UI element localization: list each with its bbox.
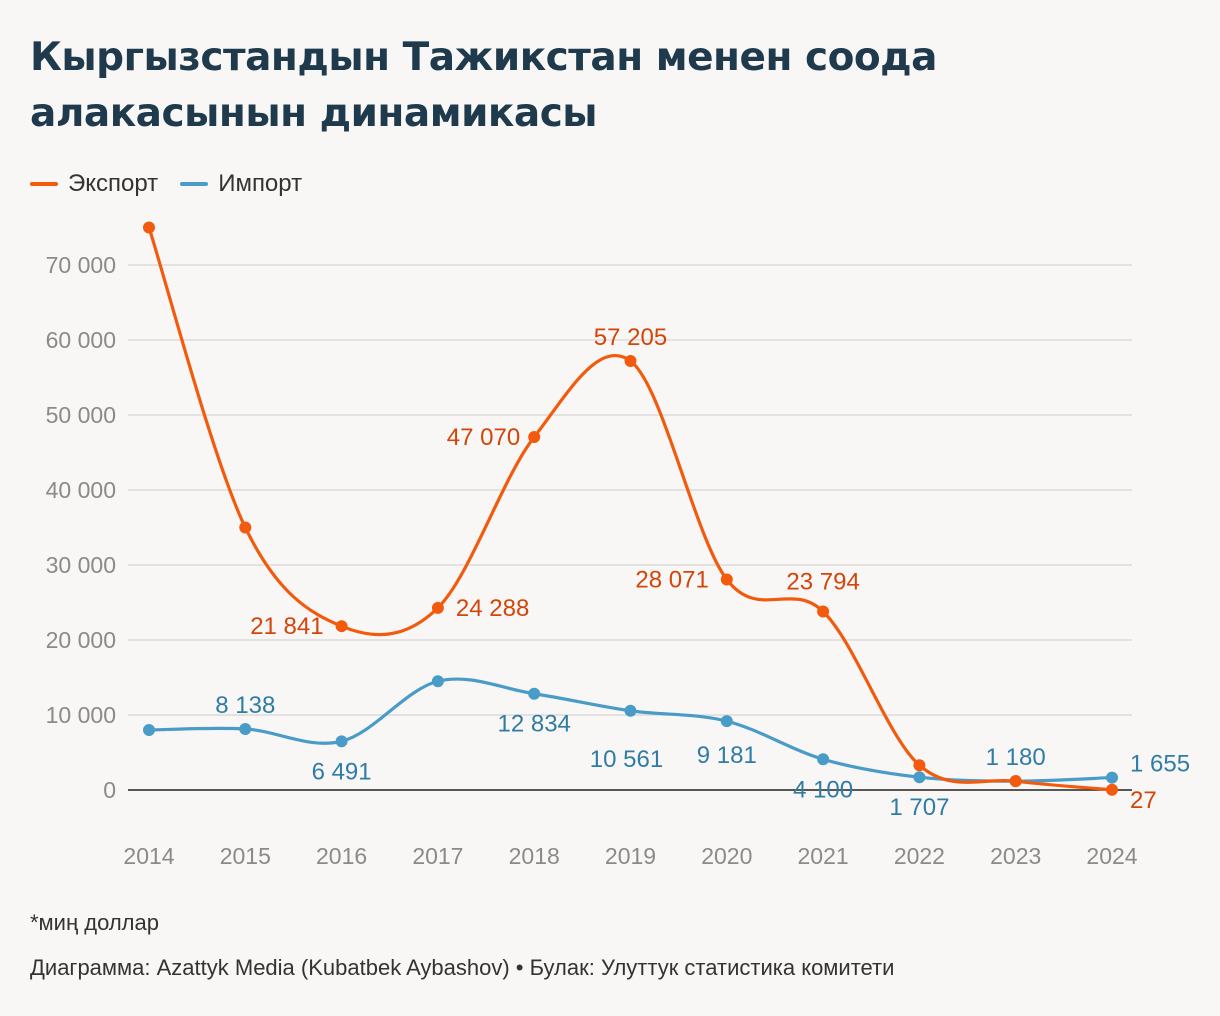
export-point — [624, 354, 637, 367]
export-point — [528, 430, 541, 443]
import-data-label: 8 138 — [215, 692, 275, 719]
export-point — [817, 605, 830, 618]
x-tick-label: 2022 — [894, 843, 945, 869]
import-point — [1106, 771, 1118, 784]
export-data-label: 57 205 — [594, 324, 667, 351]
import-data-label: 12 834 — [497, 711, 570, 738]
import-point — [431, 675, 444, 688]
export-data-label: 21 841 — [250, 613, 323, 640]
credit-line: Диаграмма: Azattyk Media (Kubatbek Aybas… — [30, 955, 895, 980]
import-data-label: 4 100 — [793, 776, 853, 803]
import-point — [239, 722, 252, 735]
y-tick-label: 0 — [103, 777, 116, 803]
y-tick-label: 40 000 — [46, 477, 116, 503]
legend-swatch-export — [30, 182, 58, 186]
x-tick-label: 2020 — [701, 843, 752, 869]
import-data-label: 9 181 — [697, 742, 757, 769]
legend-item-export[interactable]: Экспорт — [30, 170, 158, 198]
legend: Экспорт Импорт — [30, 168, 302, 200]
export-data-label: 24 288 — [456, 595, 529, 622]
export-data-label: 28 071 — [635, 566, 708, 593]
export-point — [239, 521, 252, 534]
import-data-label: 6 491 — [312, 758, 372, 785]
x-tick-label: 2016 — [316, 843, 367, 869]
import-point — [817, 753, 830, 766]
import-point — [528, 687, 541, 700]
export-point — [720, 573, 733, 586]
export-point — [431, 601, 444, 614]
export-data-label: 23 794 — [786, 569, 859, 596]
import-point — [335, 735, 348, 748]
y-tick-label: 10 000 — [46, 702, 116, 728]
export-point — [1106, 783, 1118, 796]
export-data-label: 27 — [1130, 787, 1157, 814]
chart-title: Кыргызстандын Тажикстан менен соода алак… — [30, 35, 938, 136]
y-tick-label: 30 000 — [46, 552, 116, 578]
import-point — [913, 771, 926, 784]
x-tick-label: 2019 — [605, 843, 656, 869]
export-point — [913, 759, 926, 772]
y-tick-label: 70 000 — [46, 252, 116, 278]
import-data-label: 10 561 — [590, 746, 663, 773]
legend-label-import: Импорт — [218, 170, 303, 197]
legend-label-export: Экспорт — [68, 170, 159, 197]
import-point — [624, 704, 637, 717]
export-point — [335, 620, 348, 633]
export-point — [143, 221, 155, 234]
x-tick-label: 2024 — [1086, 843, 1137, 869]
import-data-label: 1 707 — [889, 794, 949, 821]
export-data-label: 47 070 — [447, 424, 520, 451]
y-tick-label: 60 000 — [46, 327, 116, 353]
y-tick-label: 50 000 — [46, 402, 116, 428]
y-tick-label: 20 000 — [46, 627, 116, 653]
import-data-label: 1 180 — [986, 744, 1046, 771]
import-data-label: 1 655 — [1130, 751, 1190, 778]
import-point — [720, 715, 733, 728]
x-tick-label: 2021 — [798, 843, 849, 869]
legend-swatch-import — [180, 182, 209, 186]
export-point — [1009, 775, 1022, 788]
x-tick-label: 2018 — [509, 843, 560, 869]
footnote: *миң доллар — [30, 910, 159, 935]
x-tick-label: 2017 — [412, 843, 463, 869]
import-point — [143, 724, 155, 736]
legend-item-import[interactable]: Импорт — [180, 170, 302, 198]
x-tick-label: 2015 — [220, 843, 271, 869]
x-tick-label: 2023 — [990, 843, 1041, 869]
x-tick-label: 2014 — [123, 843, 174, 869]
